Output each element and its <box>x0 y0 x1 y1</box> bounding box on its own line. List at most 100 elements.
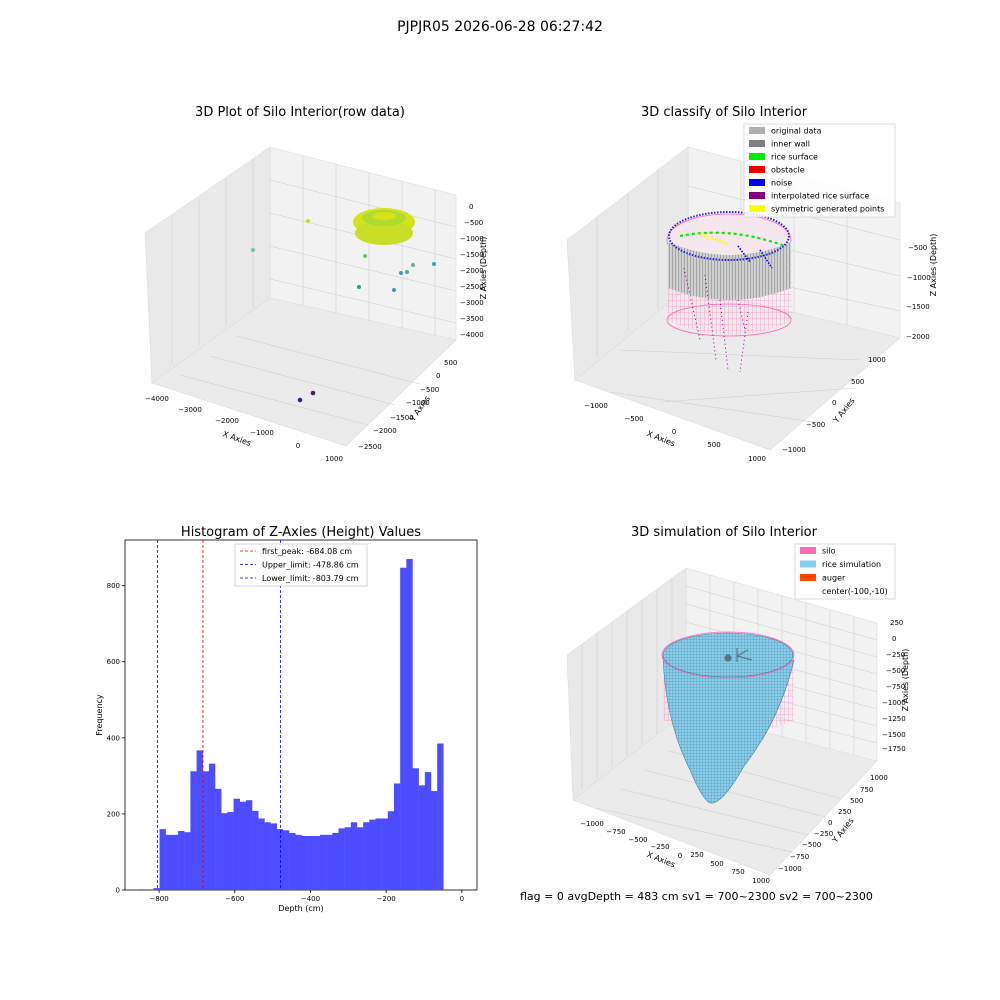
hist-bar <box>412 768 419 890</box>
hist-bar <box>381 818 389 890</box>
panel4-ytick: −750 <box>790 853 809 861</box>
hist-bar <box>301 835 308 890</box>
hist-ytick-label: 200 <box>107 810 120 818</box>
hist-bar <box>319 834 327 890</box>
panel1-ytick: −2000 <box>373 427 397 435</box>
panel2-xtick: −1000 <box>584 402 608 410</box>
panel4-ztick: −1250 <box>882 715 906 723</box>
hist-bars <box>138 559 444 890</box>
panel4-ztick: −1500 <box>882 731 906 739</box>
panel4-title: 3D simulation of Silo Interior <box>631 525 818 540</box>
hist-title: Histogram of Z-Axies (Height) Values <box>181 525 421 540</box>
hist-bar <box>350 822 358 890</box>
panel2-ytick: 500 <box>851 378 864 386</box>
legend-label: symmetric generated points <box>771 205 884 214</box>
panel4-xtick: 750 <box>731 868 744 876</box>
panel1-title: 3D Plot of Silo Interior(row data) <box>195 105 405 120</box>
legend-swatch <box>749 179 765 186</box>
panel2-floor-pane <box>574 286 901 451</box>
panel-simulation-3d: 3D simulation of Silo Interior silo rice … <box>566 525 910 885</box>
hist-legend-label: Lower_limit: -803.79 cm <box>262 574 359 583</box>
panel4-zlabel: Z Axies (Depth) <box>901 649 910 712</box>
hist-bar <box>233 798 240 890</box>
panel2-ytick: −1000 <box>782 446 806 454</box>
panel-classify-3d: 3D classify of Silo Interior <box>566 105 938 463</box>
panel1-ytick: −1500 <box>390 414 414 422</box>
hist-legend-label: first_peak: -684.08 cm <box>262 547 352 556</box>
legend-swatch <box>749 153 765 160</box>
legend-label: center(-100,-10) <box>822 587 888 596</box>
hist-bar <box>215 788 222 890</box>
panel1-ztick: 0 <box>469 203 473 211</box>
panel1-xtick: 0 <box>296 442 300 450</box>
hist-bar <box>356 827 364 890</box>
panel4-xtick: 500 <box>710 860 723 868</box>
panel1-ztick: −3000 <box>460 299 484 307</box>
legend-label: auger <box>822 574 846 583</box>
panel1-ztick: −4000 <box>460 331 484 339</box>
hist-ytick-label: 0 <box>116 887 120 895</box>
hist-bar <box>338 828 345 890</box>
legend-swatch <box>800 547 816 554</box>
legend-swatch <box>749 127 765 134</box>
hist-bar <box>437 743 444 890</box>
panel1-xtick: 1000 <box>325 455 343 463</box>
hist-ytick-label: 400 <box>107 734 120 742</box>
hist-bar <box>264 822 271 890</box>
hist-bar <box>196 750 203 890</box>
hist-bar <box>289 832 296 890</box>
panel4-ztick: −750 <box>886 683 905 691</box>
legend-label: rice surface <box>771 153 818 162</box>
panel1-ytick: −500 <box>420 386 439 394</box>
panel1-xlabel: X Axies <box>221 429 252 448</box>
panel2-ztick: −2000 <box>906 333 930 341</box>
panel2-xtick: 0 <box>672 428 676 436</box>
hist-bar <box>393 783 401 890</box>
panel4-auger <box>724 648 753 662</box>
hist-bar <box>276 829 284 890</box>
panel4-y-ticks: 1000 750 500 250 0 −250 −500 −750 −1000 <box>778 774 888 873</box>
panel4-z-ticks: 250 0 −250 −500 −750 −1000 −1250 −1500 −… <box>882 619 906 753</box>
panel2-y-ticks: 1000 500 0 −500 −1000 <box>782 356 886 454</box>
hist-bar <box>138 889 145 890</box>
panel4-ztick: −1750 <box>882 745 906 753</box>
legend-label: rice simulation <box>822 560 881 569</box>
panel4-ylabel: Y Axies <box>830 816 856 845</box>
hist-xtick-label: −200 <box>377 895 396 903</box>
legend-label: noise <box>771 179 792 188</box>
hist-bar <box>363 822 370 890</box>
hist-bar <box>431 791 438 890</box>
hist-y-ticks: 0 200 400 600 800 <box>107 582 125 895</box>
hist-legend: first_peak: -684.08 cm Upper_limit: -478.… <box>234 543 368 587</box>
hist-bar <box>245 800 253 890</box>
panel4-ztick: −250 <box>886 651 905 659</box>
hist-ylabel: Frequency <box>95 694 104 736</box>
panel1-ztick: −2500 <box>460 283 484 291</box>
panel1-floor-pane <box>151 297 457 447</box>
hist-bar <box>252 810 259 890</box>
legend-label: interpolated rice surface <box>771 192 869 201</box>
panel2-xtick: 1000 <box>748 455 766 463</box>
panel1-ytick: 0 <box>436 372 440 380</box>
hist-bar <box>184 832 191 890</box>
panel1-ztick: −1500 <box>460 251 484 259</box>
legend-swatch <box>749 192 765 199</box>
hist-bar <box>258 818 265 890</box>
panel2-ytick: −500 <box>806 421 825 429</box>
panel1-ztick: −2000 <box>460 267 484 275</box>
histogram-panel: Histogram of Z-Axies (Height) Values −80… <box>95 525 478 913</box>
panel1-point-cloud <box>251 208 436 403</box>
legend-swatch <box>800 560 816 568</box>
panel4-xtick: −500 <box>628 836 647 844</box>
panel1-xtick: −1000 <box>250 429 274 437</box>
panel4-legend: silo rice simulation auger center(-100,-10) <box>794 543 896 600</box>
panel4-xtick: 0 <box>678 852 682 860</box>
panel1-zlabel: Z Axies (Depth) <box>479 237 488 300</box>
panel4-xtick: −250 <box>650 843 669 851</box>
hist-bar <box>239 801 247 890</box>
panel4-x-ticks: −1000 −750 −500 −250 0 250 500 750 1000 <box>580 820 770 885</box>
hist-bar <box>270 823 277 890</box>
panel1-xtick: −3000 <box>178 406 202 414</box>
legend-swatch <box>800 574 816 581</box>
hist-bar <box>190 771 197 890</box>
